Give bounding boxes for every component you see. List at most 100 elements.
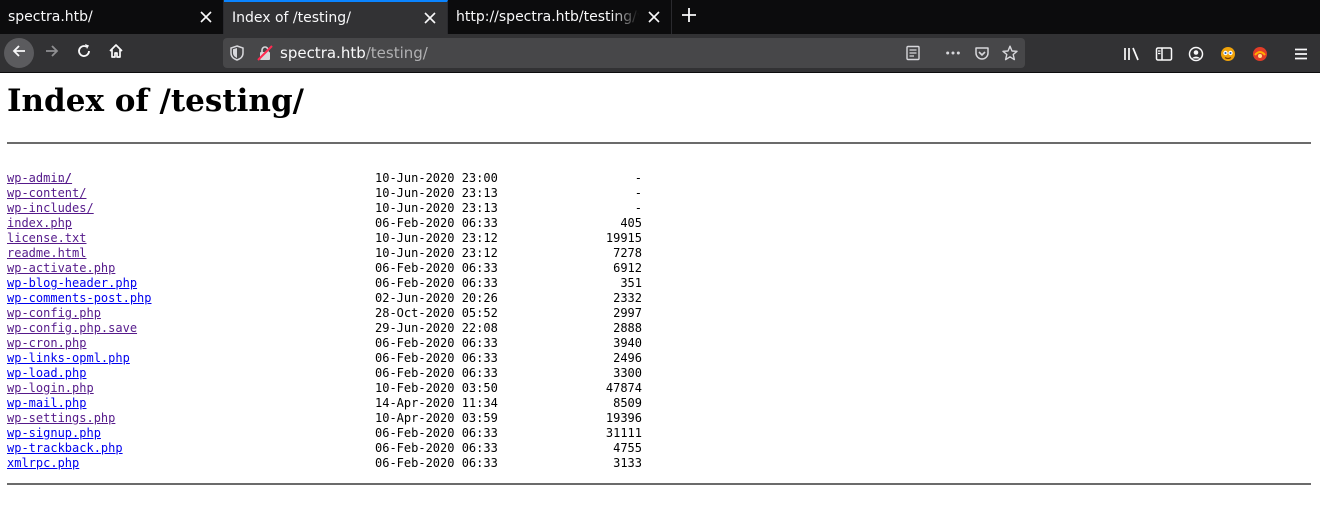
file-date: 06-Feb-2020 06:33 [375, 441, 498, 455]
file-link[interactable]: wp-login.php [7, 381, 94, 395]
file-date: 06-Feb-2020 06:33 [375, 276, 498, 290]
file-link[interactable]: wp-trackback.php [7, 441, 123, 455]
close-icon[interactable] [197, 8, 215, 26]
file-link[interactable]: wp-mail.php [7, 396, 87, 410]
file-link[interactable]: wp-content/ [7, 186, 87, 200]
file-link[interactable]: wp-links-opml.php [7, 351, 130, 365]
file-link[interactable]: wp-cron.php [7, 336, 87, 350]
list-item: wp-load.php 06-Feb-2020 06:33 3300 [7, 366, 707, 381]
page-title: Index of /testing/ [7, 83, 304, 119]
list-item: wp-admin/10-Jun-2020 23:00 - [7, 171, 707, 186]
home-button[interactable] [100, 37, 132, 69]
file-size: 2332 [613, 291, 642, 305]
reader-view-icon[interactable] [905, 45, 921, 61]
file-link[interactable]: wp-includes/ [7, 201, 94, 215]
file-date: 10-Feb-2020 03:50 [375, 381, 498, 395]
close-icon[interactable] [645, 8, 663, 26]
reload-icon [76, 43, 92, 63]
file-size: 351 [620, 276, 642, 290]
shield-icon[interactable] [229, 45, 245, 61]
file-link[interactable]: wp-blog-header.php [7, 276, 138, 290]
list-item: wp-blog-header.php 06-Feb-2020 06:33 351 [7, 276, 707, 291]
close-icon[interactable] [421, 9, 439, 27]
extension-icon[interactable] [1219, 45, 1237, 63]
list-item: wp-includes/10-Jun-2020 23:13 - [7, 201, 707, 216]
forward-button[interactable] [36, 37, 68, 69]
file-size: 19396 [605, 411, 642, 425]
file-size: 3300 [613, 366, 642, 380]
url-host: spectra.htb [280, 44, 366, 62]
list-item: license.txt 10-Jun-2020 23:12 19915 [7, 231, 707, 246]
list-item: wp-links-opml.php 06-Feb-2020 06:33 2496 [7, 351, 707, 366]
divider-top [7, 142, 1311, 144]
url-bar[interactable]: spectra.htb/testing/ [223, 38, 1025, 68]
back-button[interactable] [4, 38, 34, 68]
file-date: 10-Jun-2020 23:13 [375, 186, 498, 200]
file-link[interactable]: wp-settings.php [7, 411, 116, 425]
file-size: 19915 [605, 231, 642, 245]
sidebar-icon[interactable] [1155, 45, 1173, 63]
list-item: xmlrpc.php 06-Feb-2020 06:33 3133 [7, 456, 707, 471]
file-size: 405 [620, 216, 642, 230]
more-icon[interactable] [945, 45, 961, 61]
list-item: wp-cron.php 06-Feb-2020 06:33 3940 [7, 336, 707, 351]
tab-strip: spectra.htb/ Index of /testing/ http://s… [0, 0, 1320, 34]
file-link[interactable]: wp-config.php.save [7, 321, 138, 335]
tab-index-of-testing[interactable]: Index of /testing/ [224, 0, 448, 34]
file-date: 02-Jun-2020 20:26 [375, 291, 498, 305]
back-arrow-icon [11, 43, 27, 63]
file-date: 28-Oct-2020 05:52 [375, 306, 498, 320]
pocket-icon[interactable] [974, 45, 990, 61]
file-date: 06-Feb-2020 06:33 [375, 351, 498, 365]
tab-spectra-home[interactable]: spectra.htb/ [0, 0, 224, 34]
list-item: wp-activate.php 06-Feb-2020 06:33 6912 [7, 261, 707, 276]
tab-title: Index of /testing/ [232, 10, 351, 26]
file-link[interactable]: wp-admin/ [7, 171, 73, 185]
list-item: wp-trackback.php 06-Feb-2020 06:33 4755 [7, 441, 707, 456]
file-size: - [634, 201, 642, 215]
file-date: 10-Apr-2020 03:59 [375, 411, 498, 425]
url-path: /testing/ [365, 44, 428, 62]
file-date: 14-Apr-2020 11:34 [375, 396, 498, 410]
url-text[interactable]: spectra.htb/testing/ [280, 44, 428, 62]
file-link[interactable]: index.php [7, 216, 73, 230]
tab-title: spectra.htb/ [8, 9, 93, 25]
extension-icon[interactable] [1251, 45, 1269, 63]
file-size: 3940 [613, 336, 642, 350]
file-size: 31111 [605, 426, 642, 440]
file-link[interactable]: wp-signup.php [7, 426, 101, 440]
file-size: 2888 [613, 321, 642, 335]
account-icon[interactable] [1187, 45, 1205, 63]
list-item: wp-settings.php 10-Apr-2020 03:59 19396 [7, 411, 707, 426]
file-date: 06-Feb-2020 06:33 [375, 261, 498, 275]
list-item: wp-content/10-Jun-2020 23:13 - [7, 186, 707, 201]
insecure-lock-icon[interactable] [257, 45, 273, 61]
directory-listing: ../ wp-admin/10-Jun-2020 23:00- wp-conten… [7, 156, 707, 471]
tab-wp-url[interactable]: http://spectra.htb/testing/wp [448, 0, 672, 34]
hamburger-menu-icon[interactable] [1292, 45, 1310, 63]
file-size: 47874 [605, 381, 642, 395]
file-link[interactable]: wp-activate.php [7, 261, 116, 275]
file-link[interactable]: wp-comments-post.php [7, 291, 152, 305]
new-tab-button[interactable] [672, 0, 706, 34]
file-date: 06-Feb-2020 06:33 [375, 216, 498, 230]
list-item: readme.html 10-Jun-2020 23:12 7278 [7, 246, 707, 261]
file-size: 3133 [613, 456, 642, 470]
page-content: Index of /testing/ ../ wp-admin/10-Jun-2… [0, 73, 1320, 508]
star-icon[interactable] [1002, 45, 1018, 61]
forward-arrow-icon [44, 43, 60, 63]
library-icon[interactable] [1123, 45, 1141, 63]
file-link[interactable]: wp-config.php [7, 306, 101, 320]
file-link[interactable]: xmlrpc.php [7, 456, 80, 470]
navigation-toolbar: spectra.htb/testing/ [0, 34, 1320, 73]
reload-button[interactable] [68, 37, 100, 69]
list-item: ../ [7, 156, 707, 185]
file-link[interactable]: license.txt [7, 231, 87, 245]
parent-directory-link[interactable]: ../ [50, 171, 73, 185]
file-link[interactable]: readme.html [7, 246, 87, 260]
file-link[interactable]: wp-load.php [7, 366, 87, 380]
file-size: 4755 [613, 441, 642, 455]
file-date: 10-Jun-2020 23:12 [375, 231, 498, 245]
file-date: 10-Jun-2020 23:12 [375, 246, 498, 260]
file-size: 6912 [613, 261, 642, 275]
